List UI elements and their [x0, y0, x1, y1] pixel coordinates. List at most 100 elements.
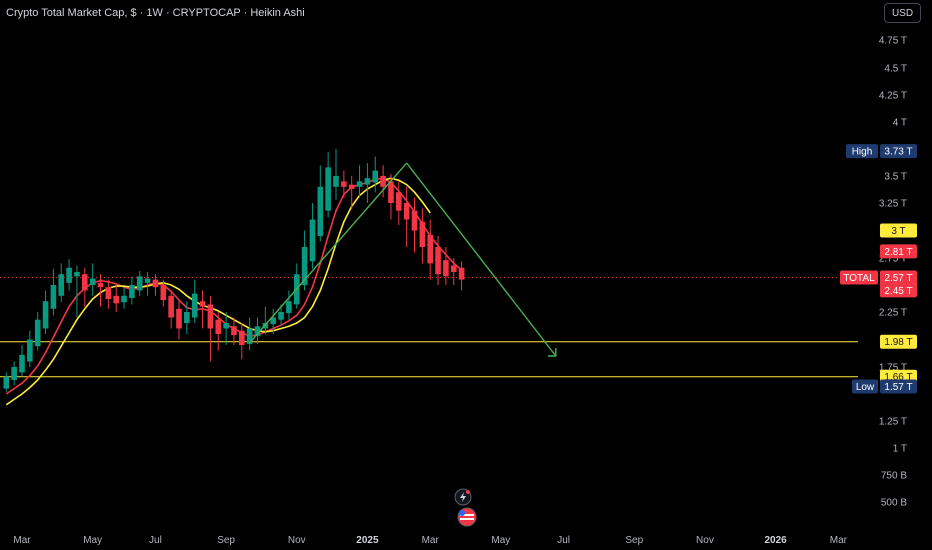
level-price-badge-bg — [880, 334, 917, 349]
candle — [270, 308, 276, 334]
candle — [246, 317, 253, 351]
candle — [168, 290, 174, 329]
x-tick-label: Sep — [625, 535, 643, 546]
chart-title: Crypto Total Market Cap, $ · 1W · CRYPTO… — [6, 7, 305, 19]
trendlines[interactable] — [249, 162, 557, 357]
trendline-1[interactable] — [249, 162, 408, 344]
level-price-badge-text: 1.66 T — [884, 372, 912, 383]
y-tick-label: 2.25 T — [879, 308, 907, 319]
candle — [121, 287, 127, 309]
candle-body — [191, 293, 198, 318]
price-tag-label-bg — [852, 379, 878, 394]
candle-body — [176, 308, 182, 329]
candle-body — [278, 312, 284, 320]
candle — [231, 317, 237, 345]
y-tick-label: 1 T — [893, 444, 907, 455]
candle — [160, 279, 167, 307]
price-tag-label: Low — [852, 379, 878, 394]
candle-body — [66, 267, 72, 283]
price-axis[interactable]: 4.75 T 4.5 T 4.25 T 4 T 3.5 T 3.25 T 2.75 T 2.2… — [879, 36, 907, 509]
candle — [286, 290, 292, 320]
y-tick-label: 1.25 T — [879, 417, 907, 428]
candle — [223, 312, 229, 345]
candle-body — [19, 354, 25, 373]
candle-body — [403, 203, 410, 220]
x-tick-label: Mar — [13, 535, 31, 546]
price-badge-bg — [880, 283, 917, 298]
y-tick-label: 1.75 T — [879, 363, 907, 374]
x-tick-label: May — [83, 535, 102, 546]
candle-body — [121, 295, 127, 303]
candle-body — [97, 282, 104, 288]
x-tick-label: Mar — [422, 535, 440, 546]
level-price-badge-text: 1.98 T — [884, 337, 912, 348]
candle — [356, 165, 363, 198]
candle-body — [388, 181, 394, 203]
candle — [105, 279, 112, 309]
candle — [427, 219, 433, 280]
candle — [403, 186, 410, 247]
candle — [278, 304, 284, 327]
x-tick-label: Mar — [830, 535, 848, 546]
time-axis[interactable]: Mar May Jul Sep Nov 2025 Mar May Jul Sep Nov 2026 Ma… — [13, 535, 847, 546]
candle — [450, 258, 457, 285]
candle-body — [11, 367, 17, 380]
y-tick-label: 4.75 T — [879, 36, 907, 47]
candle — [215, 312, 222, 351]
candle-body — [105, 287, 112, 300]
candle-body — [254, 326, 261, 337]
candle-body — [309, 219, 316, 262]
candle-body — [419, 221, 426, 247]
candle — [27, 330, 33, 367]
lightning-icon[interactable] — [454, 488, 472, 506]
trendline-2[interactable] — [406, 162, 557, 357]
candle-body — [411, 210, 418, 231]
candle-body — [286, 301, 292, 314]
candle — [19, 345, 25, 377]
price-badge-bg — [880, 144, 917, 159]
x-tick-label: Jul — [149, 535, 162, 546]
candle-body — [380, 176, 386, 187]
price-tag-label-bg — [846, 144, 878, 159]
candle — [176, 301, 182, 340]
flag-us-icon[interactable] — [457, 507, 477, 527]
candle — [341, 170, 347, 198]
price-badge: 2.81 T — [880, 244, 917, 259]
candle-body — [3, 376, 10, 389]
candle-body — [435, 247, 441, 275]
candle — [199, 290, 206, 329]
candle — [42, 290, 49, 334]
candle-body — [325, 167, 331, 211]
y-tick-label: 4.25 T — [879, 91, 907, 102]
y-tick-label: 2.75 T — [879, 254, 907, 265]
candle-body — [89, 278, 96, 285]
price-badge: 3.73 T — [880, 144, 917, 159]
candle — [74, 265, 80, 318]
event-icons[interactable] — [454, 488, 477, 527]
candle-body — [246, 328, 253, 344]
price-badge-text: 1.57 T — [884, 382, 912, 393]
candle — [411, 197, 418, 253]
y-tick-label: 500 B — [881, 498, 907, 509]
candle-body — [50, 285, 57, 309]
candle — [144, 272, 151, 296]
currency-button[interactable]: USD — [884, 3, 921, 23]
level-lines[interactable] — [0, 277, 858, 378]
x-tick-label: 2025 — [356, 535, 379, 546]
candle-body — [301, 247, 308, 285]
candles — [3, 149, 465, 392]
candle-body — [129, 285, 135, 298]
candle-body — [34, 319, 41, 347]
candle — [191, 279, 198, 323]
y-tick-label: 3.25 T — [879, 199, 907, 210]
trendline-arrowhead — [547, 348, 557, 357]
x-tick-label: Nov — [288, 535, 306, 546]
candle-body — [458, 267, 465, 280]
candle-body — [356, 181, 363, 187]
moving-average-line-1 — [5, 177, 463, 395]
candle-body — [27, 339, 33, 362]
candle — [443, 247, 449, 285]
candle-body — [427, 234, 433, 264]
candle — [372, 156, 379, 193]
